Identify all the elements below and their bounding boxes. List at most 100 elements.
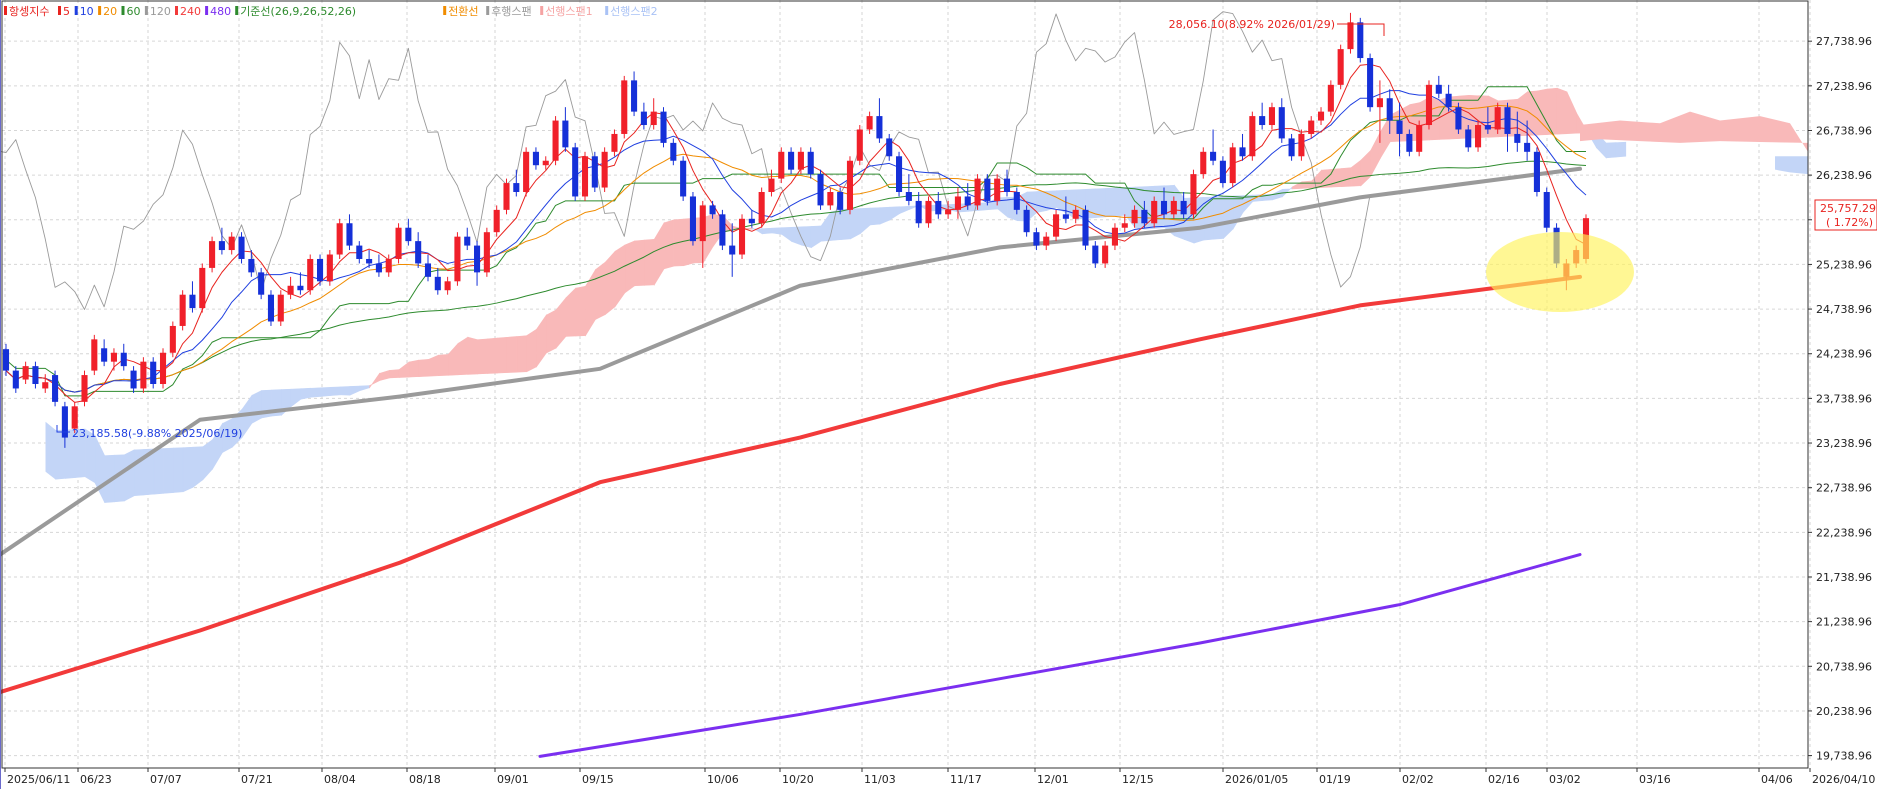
candle[interactable] (1396, 102, 1403, 157)
candle[interactable] (768, 169, 775, 197)
candle[interactable] (1229, 142, 1236, 188)
candle[interactable] (817, 169, 824, 210)
candle[interactable] (189, 281, 196, 313)
candle[interactable] (483, 227, 490, 277)
legend-item[interactable]: 전환선 (443, 5, 479, 18)
legend-item[interactable]: 선행스팬1 (540, 5, 593, 18)
candle[interactable] (1043, 232, 1050, 251)
candle[interactable] (1072, 205, 1079, 224)
candle[interactable] (1219, 156, 1226, 188)
candle[interactable] (670, 138, 677, 166)
candle[interactable] (1288, 133, 1295, 161)
legend-item[interactable]: 항셍지수 (4, 5, 49, 18)
candle[interactable] (267, 290, 275, 326)
candle[interactable] (1013, 187, 1020, 215)
candle[interactable] (1425, 80, 1433, 130)
candle[interactable] (827, 187, 834, 210)
candle[interactable] (238, 232, 245, 264)
candle[interactable] (1357, 17, 1364, 63)
candle[interactable] (307, 254, 314, 295)
candle[interactable] (1131, 205, 1138, 228)
candle[interactable] (159, 348, 167, 389)
candle[interactable] (552, 116, 559, 166)
candle[interactable] (542, 156, 549, 170)
legend-item[interactable]: 10 (74, 5, 94, 18)
legend-item[interactable]: 20 (98, 5, 117, 18)
candle[interactable] (1484, 107, 1491, 134)
candle[interactable] (660, 107, 667, 148)
candle[interactable] (130, 366, 137, 393)
candle[interactable] (572, 142, 579, 201)
candle[interactable] (61, 401, 68, 448)
candle[interactable] (591, 151, 598, 192)
candle[interactable] (91, 334, 98, 376)
candle[interactable] (415, 232, 422, 268)
candle[interactable] (954, 187, 961, 219)
candle[interactable] (287, 276, 294, 300)
candle[interactable] (925, 196, 932, 228)
candle[interactable] (856, 125, 863, 166)
candle[interactable] (1210, 129, 1217, 166)
candle[interactable] (631, 71, 638, 117)
candle[interactable] (1003, 169, 1011, 197)
candle[interactable] (336, 218, 343, 259)
candle[interactable] (1504, 102, 1511, 152)
candle[interactable] (169, 321, 176, 358)
candle[interactable] (1514, 111, 1521, 152)
candle[interactable] (709, 200, 716, 219)
candle[interactable] (935, 192, 942, 219)
legend-item[interactable]: 선행스팬2 (605, 5, 658, 18)
candle[interactable] (1524, 120, 1531, 161)
candle[interactable] (110, 348, 117, 371)
candle[interactable] (984, 174, 991, 206)
candle[interactable] (71, 401, 78, 434)
candle[interactable] (1367, 53, 1374, 112)
candle[interactable] (1249, 111, 1256, 161)
candle[interactable] (1347, 12, 1354, 54)
candle[interactable] (1455, 102, 1462, 134)
candle[interactable] (1308, 116, 1315, 139)
candle[interactable] (1170, 196, 1177, 219)
candle[interactable] (1376, 80, 1383, 143)
candle[interactable] (1317, 107, 1325, 126)
candle[interactable] (748, 209, 755, 228)
legend-item[interactable]: 480 (205, 5, 231, 18)
candle[interactable] (1533, 147, 1540, 197)
candle[interactable] (621, 75, 628, 139)
candle[interactable] (42, 374, 49, 393)
candle[interactable] (523, 147, 530, 197)
legend-item[interactable]: 240 (175, 5, 201, 18)
candle[interactable] (1151, 196, 1158, 228)
candle[interactable] (1141, 200, 1148, 228)
candle[interactable] (680, 156, 687, 201)
candle[interactable] (1298, 129, 1305, 161)
candle[interactable] (52, 370, 59, 407)
candle[interactable] (640, 102, 647, 130)
candle[interactable] (385, 254, 392, 277)
candle[interactable] (896, 151, 903, 197)
candle[interactable] (248, 250, 255, 277)
candle[interactable] (738, 214, 746, 259)
candle[interactable] (689, 192, 696, 246)
candle[interactable] (503, 178, 510, 215)
candle[interactable] (788, 147, 795, 175)
candle[interactable] (32, 361, 39, 389)
legend-item[interactable]: 후행스팬 (486, 5, 532, 18)
candle[interactable] (601, 147, 608, 192)
legend[interactable]: 항셍지수 5 10 20 60 120 240 480 기준선(26,9,26,52,26) 전환… (4, 5, 658, 18)
candle[interactable] (562, 107, 569, 152)
candle[interactable] (1160, 187, 1168, 219)
candle[interactable] (434, 267, 441, 295)
candle[interactable] (1190, 169, 1197, 219)
candle[interactable] (395, 223, 402, 264)
candle[interactable] (22, 361, 29, 384)
candle[interactable] (493, 205, 500, 237)
candle[interactable] (1259, 102, 1266, 130)
candle[interactable] (807, 147, 814, 179)
candle[interactable] (945, 200, 952, 219)
candle[interactable] (1445, 84, 1452, 112)
candle[interactable] (209, 236, 216, 273)
candle[interactable] (974, 174, 981, 210)
candle[interactable] (1180, 192, 1187, 219)
candle[interactable] (346, 214, 353, 251)
